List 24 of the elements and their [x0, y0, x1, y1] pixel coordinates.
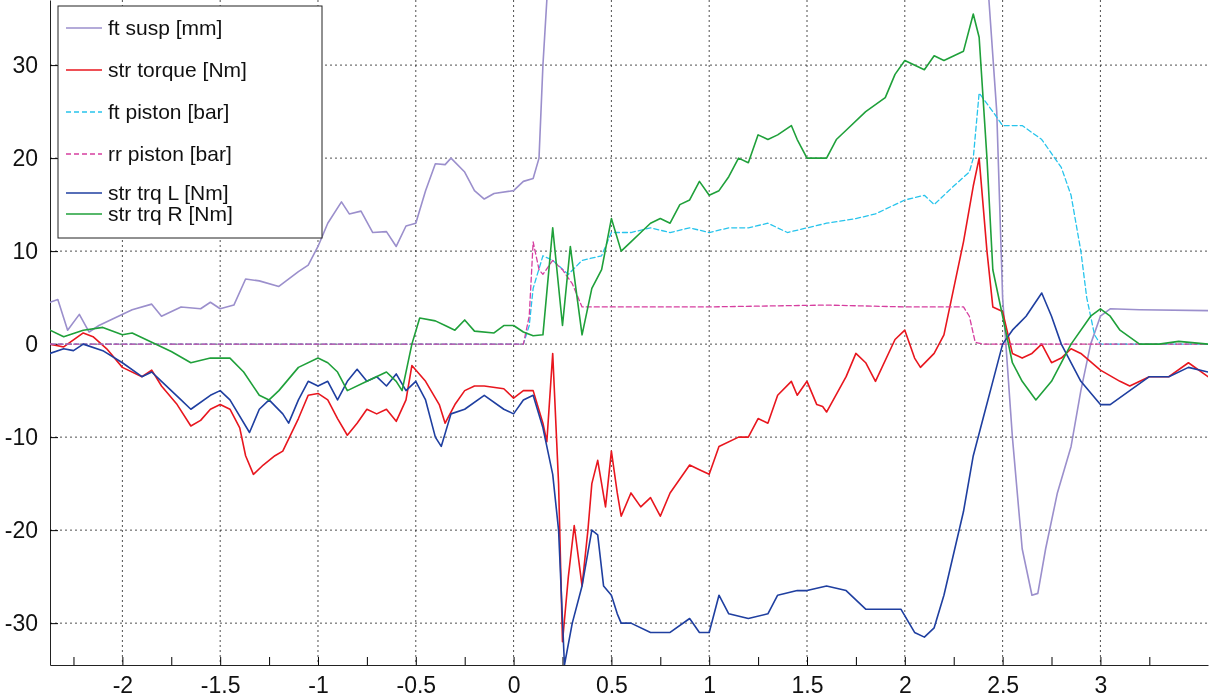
- x-tick-label: 2: [898, 672, 912, 698]
- x-tick-label: -2: [112, 672, 134, 698]
- x-tick-label: 0.5: [595, 672, 628, 698]
- x-tick-label: 3: [1094, 672, 1108, 698]
- legend-label: ft susp [mm]: [108, 16, 223, 39]
- x-tick-label: 1.5: [791, 672, 824, 698]
- y-tick-label: -30: [4, 610, 38, 637]
- x-tick-label: -0.5: [396, 672, 437, 698]
- y-tick-label: 10: [12, 237, 38, 264]
- x-tick-label: 0: [507, 672, 521, 698]
- x-tick-label: 1: [703, 672, 717, 698]
- y-tick-label: -10: [4, 423, 38, 450]
- legend-label: str trq L [Nm]: [108, 181, 229, 204]
- line-series: [50, 13, 1208, 401]
- y-tick-label: -20: [4, 517, 38, 543]
- x-tick-label: -1: [308, 672, 329, 698]
- legend-label: rr piston [bar]: [108, 142, 232, 165]
- y-tick-label: 30: [12, 51, 38, 78]
- x-tick-label: -1.5: [200, 672, 241, 698]
- legend-label: str torque [Nm]: [108, 58, 247, 81]
- x-tick-label: 2.5: [987, 672, 1020, 698]
- y-tick-label: 0: [25, 330, 38, 357]
- y-tick-label: 20: [12, 144, 38, 171]
- legend-label: ft piston [bar]: [108, 100, 230, 123]
